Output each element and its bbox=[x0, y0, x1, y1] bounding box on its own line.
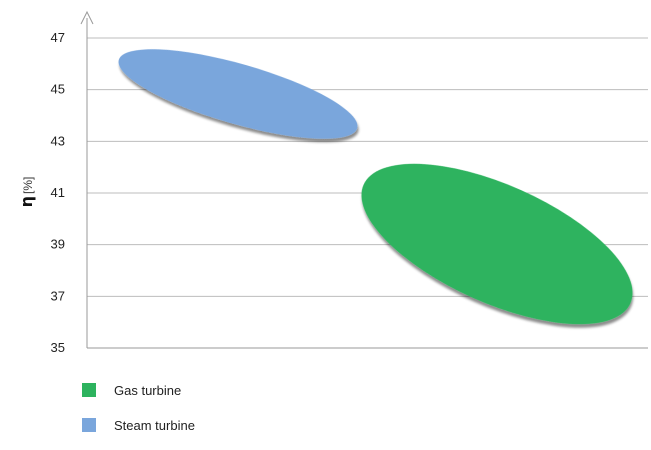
legend-label-gas-turbine: Gas turbine bbox=[114, 382, 182, 398]
gas-turbine-swatch bbox=[82, 383, 96, 397]
steam-turbine-region bbox=[118, 49, 358, 139]
y-tick-label-45: 45 bbox=[51, 82, 65, 97]
y-tick-label-41: 41 bbox=[51, 185, 65, 200]
y-axis-label: η [%] bbox=[17, 177, 36, 208]
y-tick-label-39: 39 bbox=[51, 237, 65, 252]
y-axis-arrow bbox=[80, 10, 94, 25]
legend-item-steam-turbine: Steam turbine bbox=[82, 415, 195, 435]
steam-turbine-swatch bbox=[82, 418, 96, 432]
gas-turbine-region bbox=[361, 163, 633, 325]
y-axis-symbol: η bbox=[17, 196, 36, 207]
y-axis-unit: [%] bbox=[21, 177, 35, 194]
y-tick-label-47: 47 bbox=[51, 30, 65, 45]
y-tick-labels: 35 37 39 41 43 45 47 bbox=[51, 30, 65, 355]
y-tick-label-35: 35 bbox=[51, 340, 65, 355]
legend-label-steam-turbine: Steam turbine bbox=[114, 417, 195, 433]
y-tick-label-37: 37 bbox=[51, 288, 65, 303]
legend-item-gas-turbine: Gas turbine bbox=[82, 380, 195, 400]
y-tick-label-43: 43 bbox=[51, 133, 65, 148]
chart: 35 37 39 41 43 45 47 η [%] bbox=[17, 10, 648, 355]
legend: Gas turbine Steam turbine bbox=[82, 380, 195, 450]
